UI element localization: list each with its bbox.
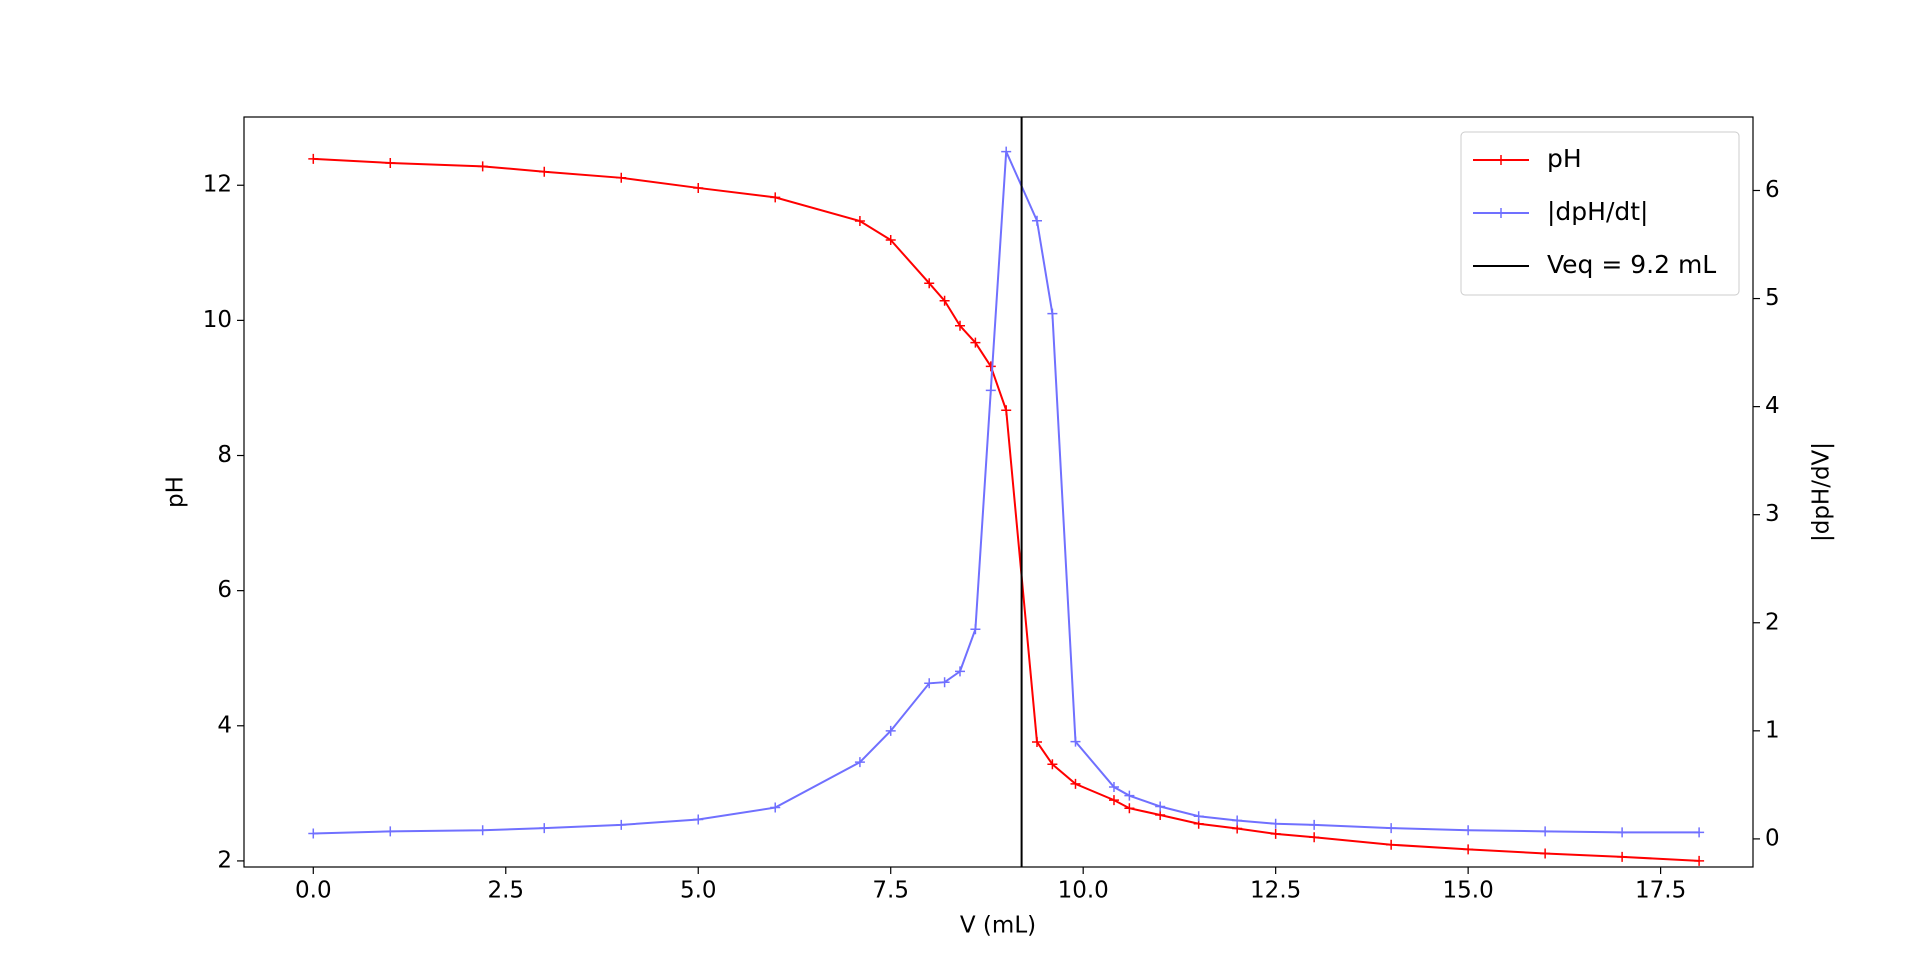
point-marker [985, 385, 996, 396]
point-marker [924, 278, 935, 289]
point-marker [1463, 844, 1474, 855]
point-marker [770, 802, 781, 813]
point-marker [885, 725, 896, 736]
plot-frame [243, 116, 1754, 868]
point-marker [1193, 811, 1204, 822]
x-tick-label: 0.0 [295, 878, 332, 904]
y-tick-label: 12 [203, 172, 232, 198]
point-marker [1694, 827, 1705, 838]
y-axis-label: pH [163, 476, 189, 508]
x-tick-label: 17.5 [1635, 878, 1686, 904]
point-marker [1001, 405, 1012, 416]
point-marker [1124, 803, 1135, 814]
point-marker [955, 666, 966, 677]
y2-axis-label: |dpH/dV| [1809, 442, 1835, 542]
point-marker [1070, 778, 1081, 789]
y2-tick-label: 3 [1765, 501, 1780, 527]
point-marker [1540, 848, 1551, 859]
point-marker [1070, 736, 1081, 747]
point-marker [1694, 855, 1705, 866]
point-marker [1108, 795, 1119, 806]
point-marker [1155, 801, 1166, 812]
legend-label: Veq = 9.2 mL [1547, 250, 1716, 279]
point-marker [885, 234, 896, 245]
point-marker [539, 823, 550, 834]
point-marker [308, 828, 319, 839]
point-marker [1463, 825, 1474, 836]
point-marker [1309, 832, 1320, 843]
point-marker [854, 757, 865, 768]
y-tick-label: 8 [217, 442, 232, 468]
point-marker [970, 337, 981, 348]
point-marker [1031, 737, 1042, 747]
y2-tick-label: 0 [1765, 825, 1780, 851]
point-marker [854, 216, 865, 227]
point-marker [1617, 851, 1628, 862]
point-marker [1540, 826, 1551, 837]
point-marker [693, 182, 704, 193]
point-marker [308, 153, 319, 164]
point-marker [1001, 146, 1012, 157]
y2-tick-label: 6 [1765, 177, 1780, 203]
point-marker [1232, 815, 1243, 826]
y-tick-label: 2 [217, 847, 232, 873]
legend-label: pH [1547, 144, 1582, 173]
point-marker [1124, 790, 1135, 801]
point-marker [385, 157, 396, 168]
point-marker [1047, 308, 1058, 319]
point-marker [477, 825, 488, 836]
point-marker [385, 826, 396, 837]
x-tick-label: 12.5 [1250, 878, 1301, 904]
point-marker [1617, 827, 1628, 838]
y-tick-label: 6 [217, 577, 232, 603]
legend-marker [1496, 208, 1506, 218]
point-marker [1309, 819, 1320, 830]
point-marker [1108, 782, 1119, 793]
y-tick-label: 4 [217, 712, 232, 738]
y-tick-label: 10 [203, 307, 232, 333]
point-marker [1270, 828, 1281, 839]
legend-label: |dpH/dt| [1547, 197, 1648, 226]
point-marker [539, 166, 550, 177]
legend-box [1460, 131, 1740, 296]
point-marker [924, 678, 935, 689]
point-marker [939, 677, 950, 688]
x-tick-label: 2.5 [487, 878, 524, 904]
point-marker [1386, 823, 1397, 834]
x-tick-label: 5.0 [680, 878, 717, 904]
y2-tick-label: 2 [1765, 609, 1780, 635]
x-tick-label: 7.5 [872, 878, 909, 904]
point-marker [477, 161, 488, 172]
point-marker [1386, 839, 1397, 850]
point-marker [955, 320, 966, 331]
y2-tick-label: 5 [1765, 285, 1780, 311]
point-marker [693, 814, 704, 825]
point-marker [970, 624, 981, 635]
point-marker [939, 295, 950, 306]
point-marker [1270, 818, 1281, 829]
point-marker [1031, 215, 1042, 226]
x-tick-label: 15.0 [1443, 878, 1494, 904]
point-marker [616, 172, 627, 183]
x-tick-label: 10.0 [1058, 878, 1109, 904]
point-marker [985, 361, 996, 372]
x-axis-label: V (mL) [960, 913, 1036, 939]
point-marker [1155, 809, 1166, 820]
point-marker [770, 192, 781, 203]
y2-tick-label: 4 [1765, 393, 1780, 419]
point-marker [616, 819, 627, 830]
legend-marker [1496, 155, 1506, 165]
y2-tick-label: 1 [1765, 717, 1780, 743]
point-marker [1047, 759, 1058, 770]
